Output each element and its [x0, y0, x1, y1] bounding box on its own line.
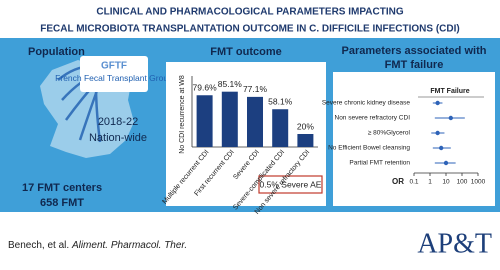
x-tick-label: 1000 — [471, 179, 486, 186]
x-tick-label: 10 — [442, 179, 450, 186]
bar — [297, 134, 314, 147]
value-label: 85.1% — [218, 79, 243, 89]
x-tick-label: 1 — [428, 179, 432, 186]
logo-abbr: GFTF — [101, 61, 127, 72]
panel-title: Population — [28, 46, 85, 58]
bar — [196, 95, 213, 147]
panel-title: FMT failure — [385, 59, 444, 71]
citation: Benech, et al. Aliment. Pharmacol. Ther. — [8, 240, 187, 251]
value-label: 77.1% — [243, 84, 268, 94]
point — [435, 130, 440, 136]
row-label: ≥ 80%Glycerol — [368, 130, 411, 137]
centers: 17 FMT centers — [22, 182, 102, 194]
chart-title: FMT Failure — [430, 88, 469, 95]
point — [438, 145, 444, 151]
value-label: 79.6% — [193, 83, 218, 93]
x-tick-label: 0.1 — [409, 179, 418, 186]
y-axis-label: No CDI recurrence at W8 — [179, 75, 186, 154]
point — [435, 100, 440, 106]
point — [443, 160, 449, 166]
value-label: 58.1% — [268, 96, 293, 106]
bar — [247, 96, 263, 147]
logo-name: French Fecal Transplant Group — [55, 73, 173, 83]
row-label: Severe chronic kidney disease — [322, 100, 411, 107]
point — [448, 115, 454, 121]
period: 2018-22 — [98, 116, 138, 128]
bar — [272, 109, 289, 147]
ae-box — [258, 175, 323, 194]
panel — [333, 72, 495, 206]
value-label: 20% — [297, 121, 314, 131]
journal-logo: AP&T — [417, 228, 492, 259]
row-label: No Efficient Bowel cleansing — [328, 145, 410, 152]
adverse-events: 0.5% Severe AE — [260, 179, 322, 189]
scope: Nation-wide — [89, 132, 147, 144]
row-label: Partial FMT retention — [349, 160, 410, 167]
logo-box — [80, 56, 148, 92]
bar — [221, 91, 238, 147]
title: CLINICAL AND PHARMACOLOGICAL PARAMETERS … — [96, 7, 403, 18]
panel-title: FMT outcome — [210, 46, 282, 58]
patients: 658 FMT — [40, 197, 84, 209]
row-label: Non severe refractory CDI — [335, 115, 411, 122]
panel-title: Parameters associated with — [342, 45, 487, 57]
x-axis-label: OR — [392, 177, 404, 186]
x-tick-label: 100 — [457, 179, 468, 186]
title: FECAL MICROBIOTA TRANSPLANTATION OUTCOME… — [40, 24, 459, 35]
